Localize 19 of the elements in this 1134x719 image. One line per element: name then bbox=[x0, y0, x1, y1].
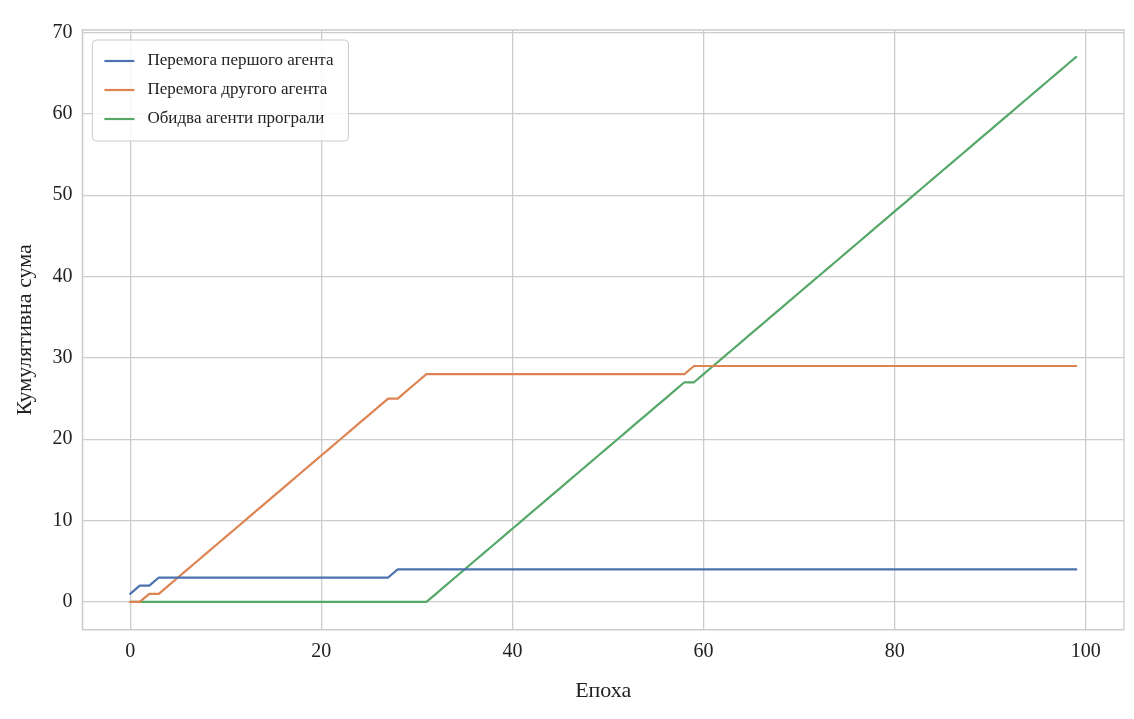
y-tick-label: 60 bbox=[52, 101, 73, 124]
y-axis-title: Кумулятивна сума bbox=[10, 243, 36, 416]
legend-label: Обидва агенти програли bbox=[147, 108, 325, 128]
y-tick-label: 10 bbox=[52, 507, 73, 530]
x-axis-title: Епоха bbox=[575, 676, 632, 702]
y-tick-label: 20 bbox=[52, 426, 73, 449]
x-tick-label: 20 bbox=[311, 638, 332, 661]
y-tick-label: 70 bbox=[52, 19, 73, 42]
x-tick-label: 80 bbox=[884, 638, 905, 661]
x-tick-label: 100 bbox=[1070, 638, 1101, 661]
y-tick-label: 50 bbox=[52, 182, 73, 205]
x-tick-label: 40 bbox=[502, 638, 523, 661]
legend-label: Перемога другого агента bbox=[147, 79, 328, 99]
y-tick-label: 0 bbox=[62, 589, 73, 612]
y-tick-label: 40 bbox=[52, 263, 73, 286]
x-tick-label: 60 bbox=[693, 638, 714, 661]
legend-label: Перемога першого агента bbox=[147, 50, 334, 70]
y-tick-label: 30 bbox=[52, 345, 73, 368]
x-tick-label: 0 bbox=[125, 638, 136, 661]
